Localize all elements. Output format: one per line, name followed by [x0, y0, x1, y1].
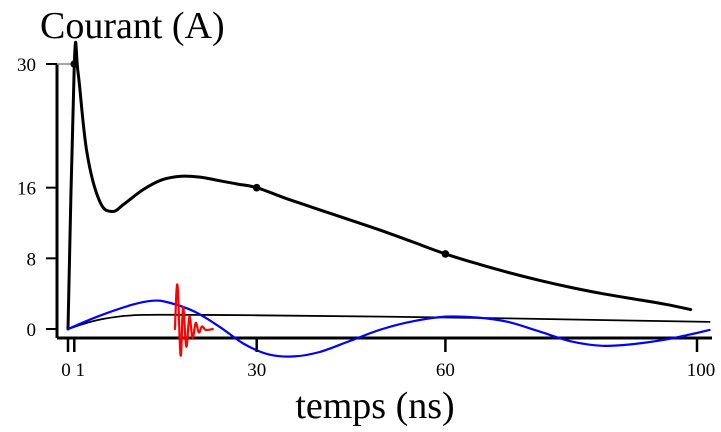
- series-line-2: [67, 313, 711, 330]
- y-axis-ticks: 0 8 16 30: [17, 55, 57, 341]
- x-tick-label: 0: [61, 360, 71, 381]
- chart-title: Courant (A): [40, 5, 225, 47]
- y-tick-label: 16: [17, 179, 36, 200]
- x-tick-label: 1: [76, 360, 86, 381]
- y-tick-label: 0: [27, 320, 37, 341]
- y-tick-label: 8: [27, 249, 37, 270]
- x-tick-label: 60: [436, 360, 455, 381]
- x-axis-ticks: 0 1 30 60 100: [61, 338, 715, 381]
- x-tick-label: 100: [687, 360, 716, 381]
- series-line-4: [173, 283, 214, 357]
- x-tick-label: 30: [247, 360, 266, 381]
- series-marker: [441, 250, 450, 258]
- series-line-1: [66, 40, 693, 331]
- series-line-3: [66, 299, 711, 358]
- x-axis-label: temps (ns): [295, 385, 454, 427]
- series-marker: [252, 183, 261, 192]
- plot-area: [55, 40, 712, 358]
- y-tick-label: 30: [17, 55, 36, 76]
- series-marker: [70, 60, 79, 68]
